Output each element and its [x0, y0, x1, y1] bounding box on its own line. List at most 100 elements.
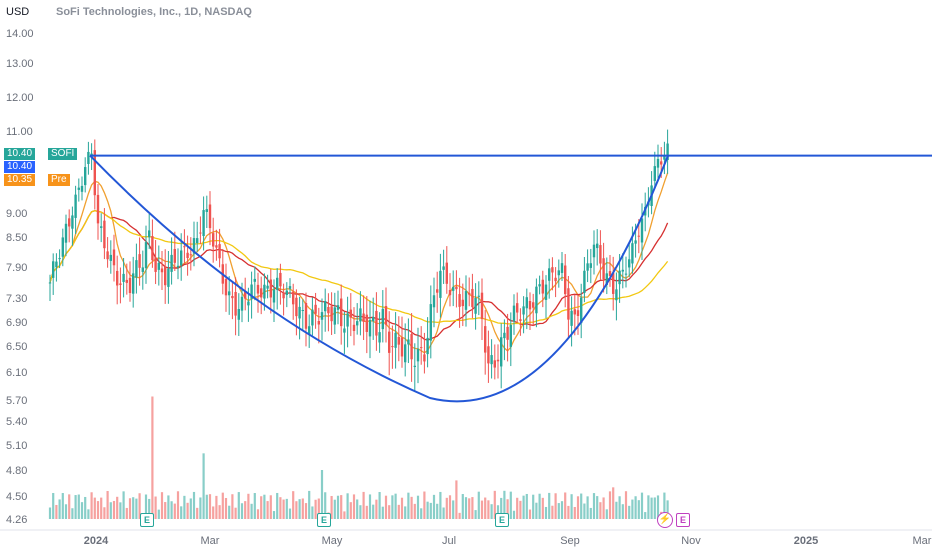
volume-bar	[183, 495, 186, 519]
candle-body	[519, 319, 522, 321]
volume-bar	[119, 502, 122, 519]
volume-bar	[237, 492, 240, 519]
candle-body	[356, 321, 359, 326]
candle-body	[132, 273, 135, 294]
volume-bar	[503, 490, 506, 519]
volume-bar	[500, 497, 503, 519]
volume-bar	[535, 502, 538, 519]
candle-body	[621, 269, 624, 272]
volume-bar	[90, 492, 93, 519]
candle-body	[173, 248, 176, 263]
candle-body	[400, 337, 404, 357]
volume-bar	[413, 503, 416, 519]
volume-bar	[55, 504, 58, 519]
volume-bar	[336, 495, 340, 519]
candle-body	[263, 284, 266, 299]
volume-bar	[656, 495, 660, 519]
candle-body	[567, 288, 570, 320]
candle-body	[500, 337, 503, 367]
volume-bar	[71, 508, 74, 519]
volume-bar	[173, 503, 176, 519]
volume-bar	[359, 505, 362, 519]
candle-body	[551, 267, 554, 273]
candle-body	[480, 292, 484, 320]
volume-bar	[544, 506, 548, 519]
volume-bar	[340, 495, 343, 519]
candle-body	[311, 309, 314, 326]
volume-bar	[330, 495, 333, 519]
candle-body	[189, 254, 192, 256]
candle-body	[276, 277, 279, 290]
volume-bar	[212, 506, 215, 519]
candle-body	[324, 301, 327, 312]
earnings-marker-upcoming[interactable]: E	[676, 513, 690, 527]
volume-bar	[567, 505, 570, 519]
volume-bar	[68, 494, 71, 519]
candle-body	[660, 161, 663, 165]
candle-body	[253, 278, 256, 282]
candle-body	[320, 312, 324, 320]
volume-bar	[557, 503, 560, 519]
candle-body	[605, 273, 608, 285]
candle-body	[295, 297, 298, 317]
candle-body	[167, 268, 170, 287]
x-tick-label: Mar	[913, 535, 932, 547]
candle-body	[487, 346, 490, 364]
earnings-marker[interactable]: E	[495, 513, 509, 527]
candle-body	[365, 314, 368, 332]
candle-body	[468, 292, 471, 295]
candle-body	[589, 263, 592, 268]
volume-bar	[423, 491, 426, 519]
candle-body	[317, 320, 320, 325]
lightning-icon[interactable]: ⚡	[657, 512, 673, 528]
candle-body	[212, 233, 215, 247]
y-tick-label: 11.00	[6, 126, 33, 138]
candle-body	[298, 306, 301, 319]
candle-body	[176, 265, 180, 268]
candle-body	[304, 302, 308, 329]
volume-bars	[48, 396, 669, 519]
volume-bar	[554, 493, 557, 519]
candle-body	[608, 271, 612, 276]
volume-bar	[263, 494, 266, 519]
earnings-marker[interactable]: E	[140, 513, 154, 527]
cup-curve	[89, 154, 669, 403]
volume-bar	[426, 501, 429, 519]
y-tick-label: 13.00	[6, 58, 34, 70]
candle-body	[557, 270, 560, 276]
volume-bar	[276, 492, 279, 519]
candle-body	[64, 223, 68, 243]
x-tick-label: Sep	[560, 535, 580, 547]
volume-bar	[208, 494, 212, 519]
volume-bar	[80, 502, 84, 519]
candle-body	[237, 309, 240, 320]
volume-bar	[128, 498, 132, 519]
candle-body	[151, 236, 154, 261]
volume-bar	[244, 501, 247, 519]
volume-bar	[304, 503, 308, 519]
candle-body	[503, 332, 506, 339]
volume-bar	[400, 497, 404, 519]
candle-body	[202, 210, 205, 236]
earnings-marker[interactable]: E	[317, 513, 331, 527]
volume-bar	[135, 498, 138, 519]
candle-body	[330, 306, 333, 322]
volume-bar	[186, 502, 189, 519]
volume-bar	[666, 500, 669, 519]
volume-bar	[260, 496, 263, 519]
volume-bar	[215, 495, 218, 519]
candle-body	[586, 263, 589, 271]
volume-bar	[458, 512, 461, 519]
candle-body	[391, 346, 394, 348]
x-tick-label: 2024	[84, 535, 109, 547]
volume-bar	[493, 490, 496, 519]
y-tick-label: 4.26	[6, 514, 27, 526]
volume-bar	[365, 505, 368, 519]
candle-body	[410, 334, 413, 360]
volume-bar	[61, 493, 64, 519]
candle-body	[343, 328, 346, 333]
candle-body	[570, 310, 573, 326]
candle-body	[58, 258, 61, 260]
volume-bar	[608, 491, 612, 519]
